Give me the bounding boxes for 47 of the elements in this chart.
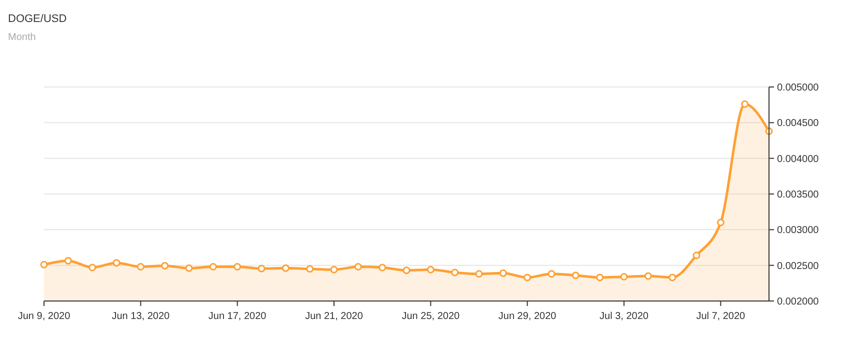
point xyxy=(40,260,48,268)
point xyxy=(426,266,434,274)
y-tick-label: 0.004500 xyxy=(777,118,820,130)
point xyxy=(378,264,386,272)
point xyxy=(234,263,242,271)
point xyxy=(64,256,72,264)
x-tick-label: Jun 9, 2020 xyxy=(18,311,71,322)
point xyxy=(620,272,628,280)
point xyxy=(741,100,749,108)
x-tick-label: Jun 21, 2020 xyxy=(305,311,364,322)
y-tick-label: 0.003000 xyxy=(777,225,820,236)
point xyxy=(548,270,556,278)
x-tick-label: Jul 7, 2020 xyxy=(696,311,746,322)
point xyxy=(596,274,604,282)
point xyxy=(572,272,580,280)
point xyxy=(88,264,96,272)
y-tick-label: 0.002000 xyxy=(777,296,820,308)
point xyxy=(402,266,410,274)
point xyxy=(306,265,314,273)
x-tick-label: Jul 3, 2020 xyxy=(600,311,649,322)
point xyxy=(668,274,676,282)
chart-title: DOGE/USD xyxy=(8,13,67,25)
x-tick-label: Jun 17, 2020 xyxy=(208,311,267,322)
point xyxy=(475,270,483,278)
point xyxy=(716,218,724,226)
point xyxy=(136,263,144,271)
point xyxy=(161,262,169,270)
y-tick-label: 0.003500 xyxy=(777,190,820,200)
point xyxy=(258,264,266,272)
y-tick-label: 0.005000 xyxy=(777,82,820,94)
chart-subtitle: Month xyxy=(8,32,36,43)
point xyxy=(330,266,338,274)
point xyxy=(354,263,362,271)
point xyxy=(282,264,290,272)
point xyxy=(644,272,652,280)
x-tick-label: Jun 13, 2020 xyxy=(112,311,170,322)
point xyxy=(185,264,193,272)
x-tick-label: Jun 29, 2020 xyxy=(498,311,557,322)
x-tick-label: Jun 25, 2020 xyxy=(402,311,460,322)
point xyxy=(524,274,532,282)
point xyxy=(209,263,217,271)
point xyxy=(692,252,700,260)
point xyxy=(499,269,507,277)
y-tick-label: 0.002500 xyxy=(777,260,820,272)
y-tick-label: 0.004000 xyxy=(777,154,820,165)
point xyxy=(451,268,459,276)
point xyxy=(112,259,120,267)
